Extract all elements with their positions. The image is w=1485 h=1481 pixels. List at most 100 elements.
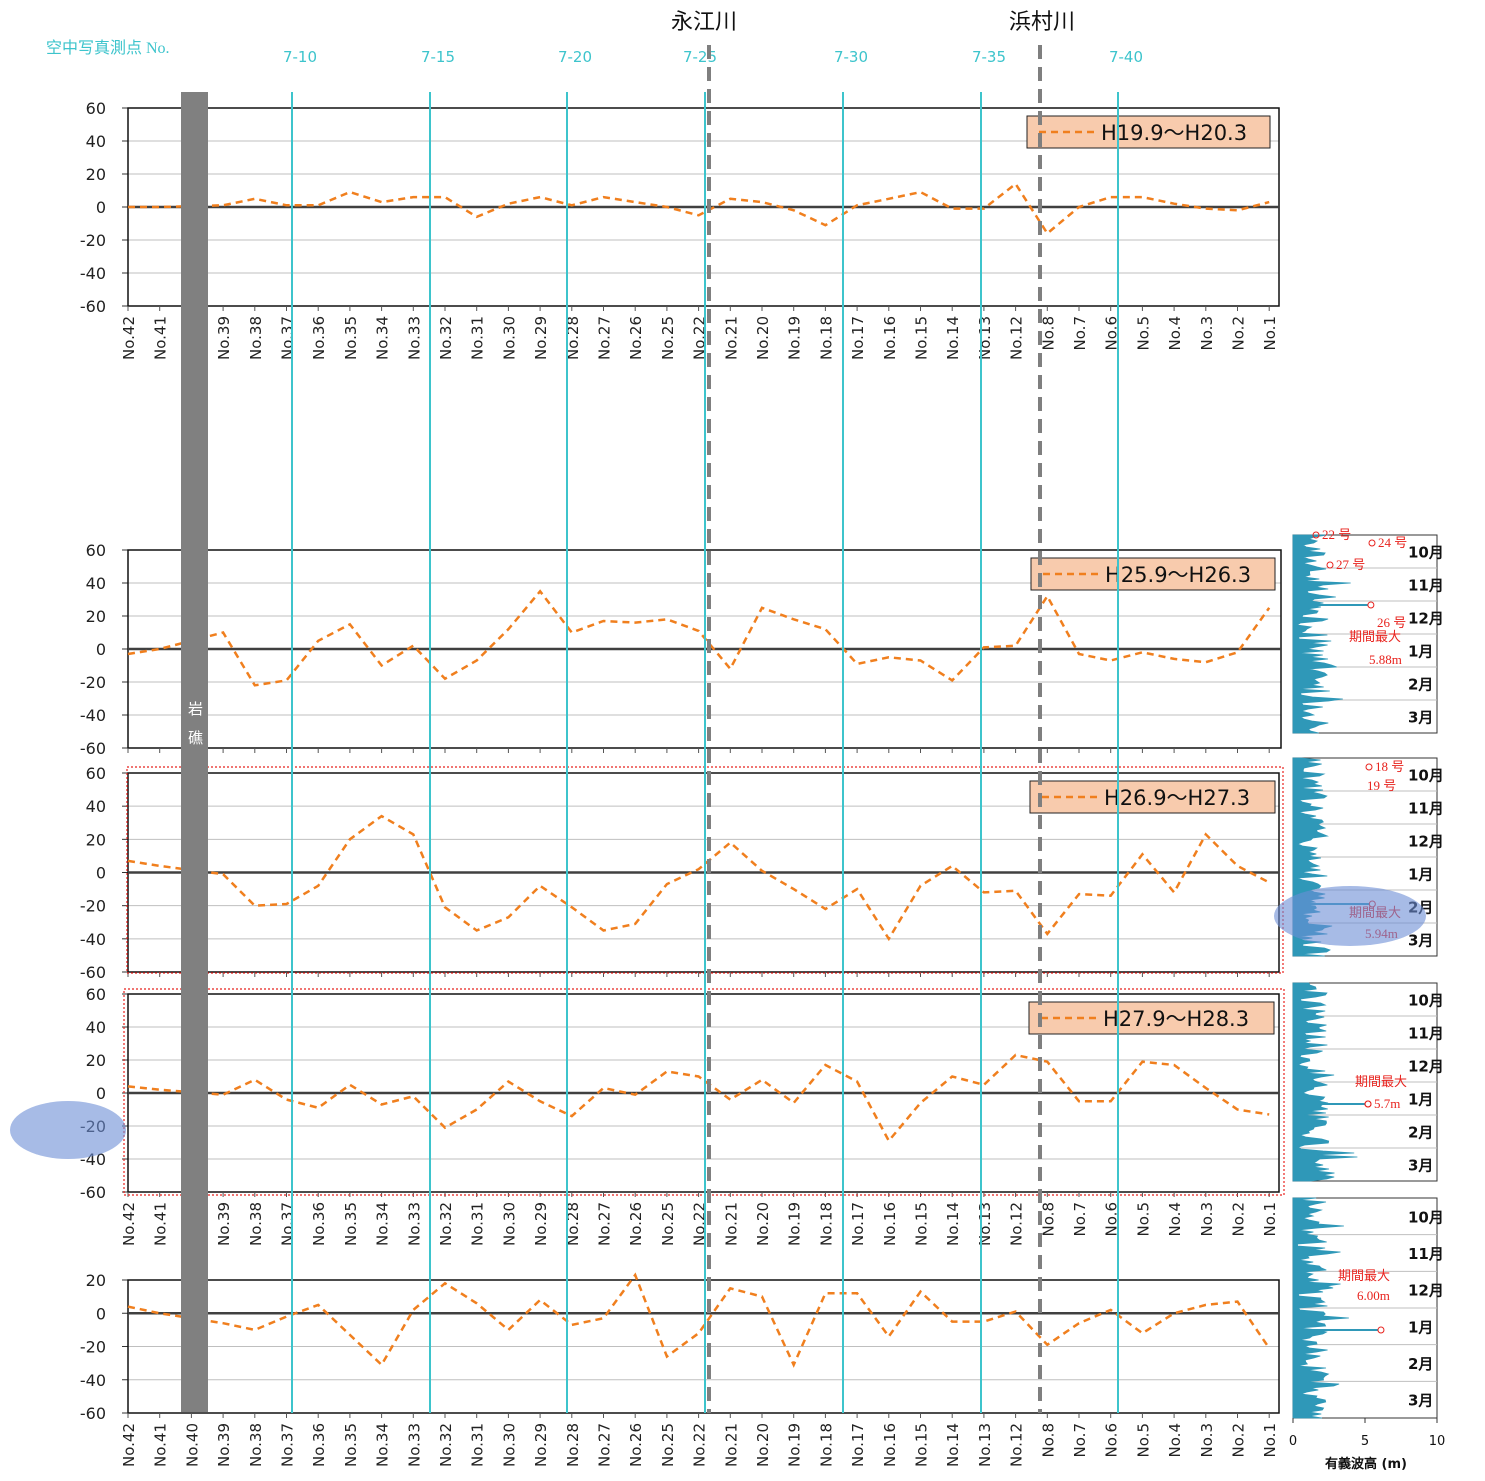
y-tick-label: 0 — [96, 1084, 106, 1103]
x-tick-label: No.21 — [722, 1423, 740, 1467]
month-label: 1月 — [1408, 866, 1433, 884]
x-tick-label: No.42 — [120, 1202, 138, 1246]
x-tick-label: No.35 — [342, 316, 360, 360]
x-tick-label: No.33 — [405, 1202, 423, 1246]
wave-annotation: 18 号 — [1375, 759, 1404, 774]
x-tick-label: No.13 — [976, 316, 994, 360]
x-tick-label: No.31 — [469, 1202, 487, 1246]
photo-point-label: 空中写真測点 No. — [46, 39, 170, 57]
x-tick-label: No.21 — [722, 316, 740, 360]
photo-point-label: 7-30 — [834, 48, 868, 66]
x-tick-label: No.26 — [627, 1202, 645, 1246]
y-tick-label: -60 — [80, 1183, 106, 1202]
typhoon-marker — [1364, 1100, 1372, 1108]
river-label-hamamura: 浜村川 — [1009, 10, 1075, 35]
x-tick-label: No.39 — [215, 316, 233, 360]
y-tick-label: -60 — [80, 297, 106, 316]
x-tick-label: No.31 — [469, 1423, 487, 1467]
x-tick-label: No.1 — [1261, 316, 1279, 350]
x-tick-label: No.28 — [564, 1423, 582, 1467]
x-tick-label: No.20 — [754, 316, 772, 360]
x-tick-label: No.36 — [310, 1423, 328, 1467]
month-label: 3月 — [1408, 1157, 1433, 1175]
x-tick-label: No.16 — [881, 316, 899, 360]
x-tick-label: No.8 — [1039, 1423, 1057, 1457]
reef-bar-front — [181, 92, 208, 1412]
wave-annotation: 24 号 — [1378, 535, 1407, 550]
x-tick-label: No.4 — [1166, 1202, 1184, 1236]
x-tick-label: No.2 — [1230, 1423, 1248, 1457]
x-tick-label: No.34 — [374, 1423, 392, 1467]
x-tick-label: No.27 — [596, 1423, 614, 1467]
x-tick-label: No.6 — [1103, 316, 1121, 350]
river-label-nagae: 永江川 — [671, 10, 737, 35]
y-tick-label: -60 — [80, 1404, 106, 1423]
x-tick-label: No.42 — [120, 1423, 138, 1467]
month-label: 10月 — [1408, 767, 1444, 785]
y-tick-label: 20 — [86, 1271, 106, 1290]
x-tick-label: No.21 — [722, 1202, 740, 1246]
x-tick-label: No.3 — [1198, 1202, 1216, 1236]
x-tick-label: No.36 — [310, 1202, 328, 1246]
x-tick-label: No.20 — [754, 1202, 772, 1246]
month-label: 10月 — [1408, 1208, 1444, 1226]
y-tick-label: -40 — [80, 930, 106, 949]
y-tick-label: -40 — [80, 264, 106, 283]
month-label: 11月 — [1408, 1245, 1444, 1263]
series-line — [127, 814, 1270, 942]
x-tick-label: No.7 — [1071, 316, 1089, 350]
y-tick-label: 20 — [86, 830, 106, 849]
month-label: 3月 — [1408, 932, 1433, 950]
month-label: 12月 — [1408, 833, 1444, 851]
typhoon-marker — [1312, 531, 1320, 539]
wave-panel-3: 10月 11月 12月 1月 2月 3月 期間最大 5.7m — [1292, 982, 1444, 1182]
x-tick-label: No.17 — [849, 316, 867, 360]
wave-x-tick-label: 0 — [1289, 1434, 1297, 1449]
y-tick-label: 20 — [86, 607, 106, 626]
x-tick-label: No.14 — [944, 316, 962, 360]
y-tick-label: 40 — [86, 797, 106, 816]
area-badge-2 — [10, 1101, 126, 1159]
x-tick-label: No.12 — [1008, 316, 1026, 360]
x-tick-label: No.31 — [469, 316, 487, 360]
x-tick-label: No.26 — [627, 1423, 645, 1467]
y-tick-label: 40 — [86, 132, 106, 151]
x-tick-label: No.34 — [374, 316, 392, 360]
x-tick-label: No.41 — [152, 316, 170, 360]
y-tick-label: 60 — [86, 985, 106, 1004]
max-marker — [1367, 601, 1375, 609]
x-tick-label: No.13 — [976, 1202, 994, 1246]
x-tick-label: No.20 — [754, 1423, 772, 1467]
shoreline-chart-1: -60-40-200204060No.42No.41No.40No.39No.3… — [80, 99, 1280, 360]
month-label: 2月 — [1408, 676, 1433, 694]
x-tick-label: No.19 — [786, 1202, 804, 1246]
y-tick-label: 0 — [96, 640, 106, 659]
x-tick-label: No.18 — [817, 1423, 835, 1467]
month-label: 12月 — [1408, 1282, 1444, 1300]
series-line — [128, 182, 1270, 236]
x-tick-label: No.26 — [627, 316, 645, 360]
x-tick-label: No.38 — [247, 1423, 265, 1467]
x-tick-label: No.15 — [913, 1202, 931, 1246]
month-label: 11月 — [1408, 1025, 1444, 1043]
x-tick-label: No.6 — [1103, 1202, 1121, 1236]
month-label: 3月 — [1408, 709, 1433, 727]
month-label: 2月 — [1408, 1124, 1433, 1142]
x-tick-label: No.37 — [279, 1202, 297, 1246]
series-line — [127, 1053, 1270, 1144]
x-tick-label: No.16 — [881, 1423, 899, 1467]
y-tick-label: -20 — [80, 231, 106, 250]
x-tick-label: No.5 — [1134, 1423, 1152, 1457]
x-tick-label: No.17 — [849, 1423, 867, 1467]
shoreline-chart-5: -60 -40 -20 0 20 No.42 No.41 No.40 No.39 No.38 No.… — [80, 1271, 1280, 1467]
x-tick-label: No.7 — [1071, 1202, 1089, 1236]
x-tick-label: No.27 — [596, 316, 614, 360]
typhoon-marker — [1365, 763, 1373, 771]
wave-annotation: 期間最大 — [1355, 1074, 1407, 1089]
x-tick-label: No.27 — [596, 1202, 614, 1246]
x-tick-label: No.7 — [1071, 1423, 1089, 1457]
month-label: 11月 — [1408, 577, 1444, 595]
y-tick-label: 40 — [86, 574, 106, 593]
typhoon-marker — [1368, 539, 1376, 547]
x-tick-label: No.32 — [437, 1423, 455, 1467]
